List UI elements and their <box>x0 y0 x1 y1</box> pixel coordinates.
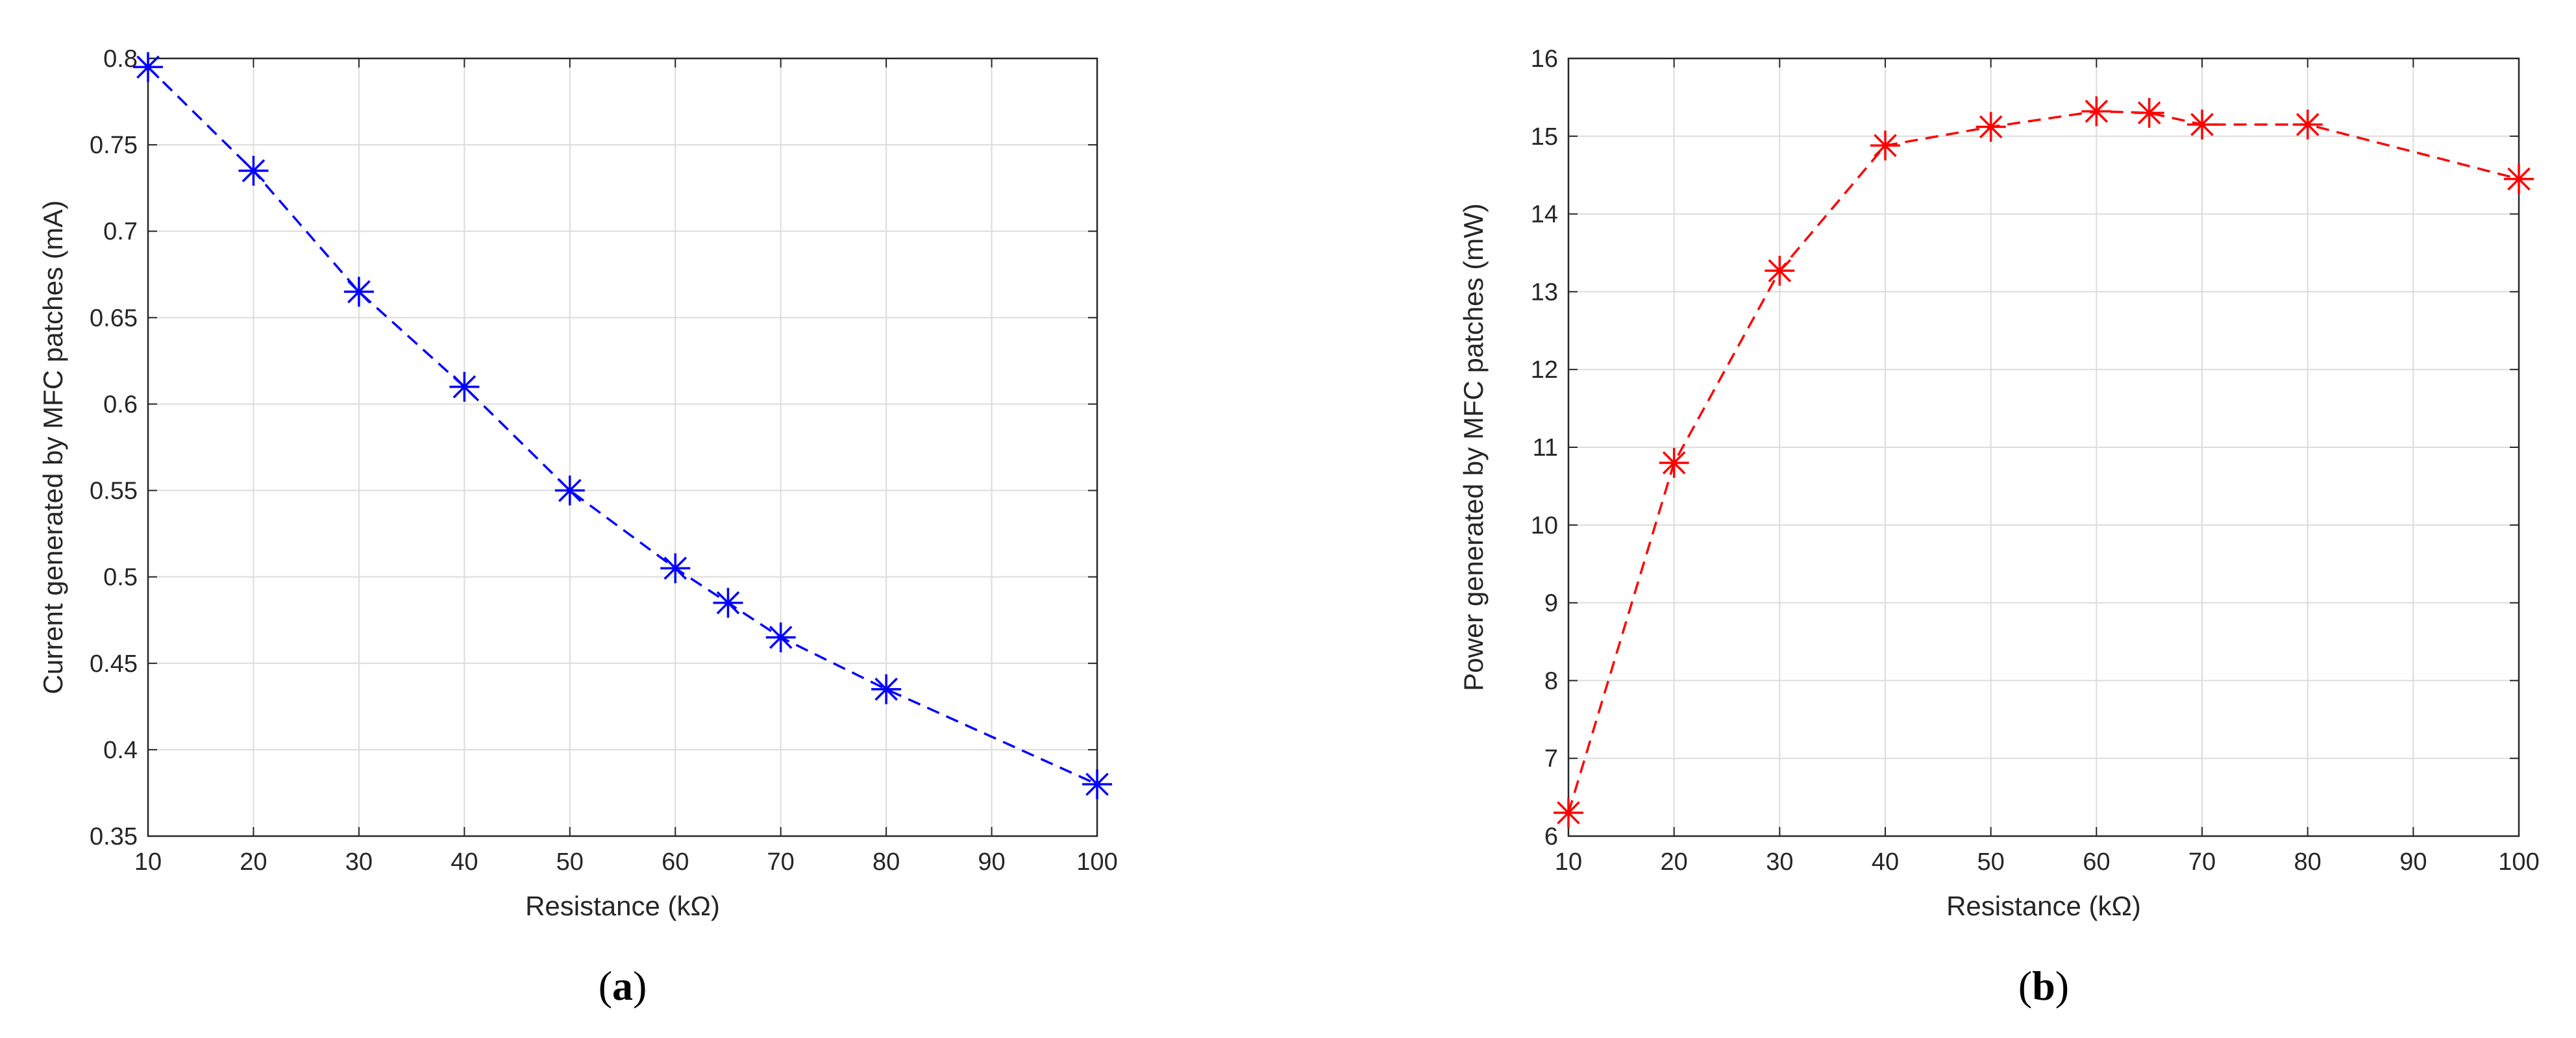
data-point-marker <box>238 156 269 186</box>
x-tick-label: 100 <box>1076 848 1117 876</box>
marker-stroke <box>1662 451 1686 475</box>
data-point-marker <box>2292 109 2323 140</box>
plot-area <box>148 58 1097 836</box>
marker-stroke <box>874 677 898 701</box>
chart-b: 10 20 30 40 50 60 70 80 90 100 6 7 8 9 10 11 12 13 14 15 16 R… <box>1458 45 2540 1009</box>
marker-stroke <box>2137 101 2161 125</box>
marker-stroke <box>716 591 740 615</box>
y-tick-label: 7 <box>1544 745 1558 772</box>
x-tick-label: 40 <box>1872 848 1899 876</box>
data-point-marker <box>449 371 480 402</box>
marker-stroke <box>1557 801 1580 824</box>
y-tick-label: 0.45 <box>90 650 138 678</box>
marker-stroke <box>452 375 477 399</box>
data-point-marker <box>1870 130 1900 161</box>
marker-stroke <box>1768 259 1792 282</box>
data-point-marker <box>2134 97 2164 128</box>
data-point-marker <box>2504 164 2534 194</box>
y-tick-label: 14 <box>1531 201 1558 229</box>
y-axis-label: Power generated by MFC patches (mW) <box>1458 203 1489 691</box>
data-point-marker <box>2081 96 2112 127</box>
chart-a: 10 20 30 40 50 60 70 80 90 100 0.35 0.4 0.45 0.5 0.55 0… <box>38 45 1118 1009</box>
data-point-marker <box>343 277 374 307</box>
data-point-marker <box>2187 109 2217 140</box>
x-tick-label: 50 <box>556 848 584 876</box>
y-tick-label: 11 <box>1533 434 1558 462</box>
marker-stroke <box>2085 99 2109 123</box>
y-tick-label: 8 <box>1544 667 1558 695</box>
y-tick-label: 0.7 <box>103 218 138 245</box>
x-tick-label: 30 <box>345 848 373 876</box>
subfigure-caption-letter: a <box>612 963 633 1009</box>
data-point-marker <box>133 52 163 82</box>
x-tick-label: 70 <box>2188 848 2216 876</box>
x-tick-label: 10 <box>1555 848 1582 876</box>
marker-stroke <box>136 55 160 79</box>
y-tick-label: 13 <box>1531 278 1558 306</box>
data-point-marker <box>1975 112 2006 142</box>
marker-stroke <box>2296 113 2320 136</box>
series-line <box>147 66 1098 785</box>
x-tick-label: 10 <box>134 848 162 876</box>
y-tick-label: 0.5 <box>103 564 138 591</box>
x-tick-label: 20 <box>240 848 267 876</box>
data-point-marker <box>1765 256 1795 286</box>
x-tick-label: 40 <box>451 848 478 876</box>
y-axis-label: Current generated by MFC patches (mA) <box>38 201 68 695</box>
x-tick-label: 100 <box>2498 848 2539 876</box>
y-tick-label: 12 <box>1531 356 1558 384</box>
marker-stroke <box>1874 134 1897 157</box>
y-tick-label: 6 <box>1544 823 1558 850</box>
data-point-marker <box>554 475 585 506</box>
marker-stroke <box>347 280 371 304</box>
y-tick-label: 0.8 <box>103 45 138 73</box>
axes-box <box>147 57 1098 837</box>
data-point-marker <box>1659 447 1689 478</box>
subfigure-caption-letter: b <box>2032 963 2055 1009</box>
x-tick-label: 20 <box>1661 848 1688 876</box>
x-tick-label: 30 <box>1766 848 1793 876</box>
marker-stroke <box>2190 113 2214 136</box>
y-tick-label: 0.75 <box>90 132 138 159</box>
marker-stroke <box>242 159 266 182</box>
data-point-marker <box>1554 798 1583 828</box>
y-tick-label: 0.4 <box>103 737 138 764</box>
axes-box <box>1567 57 2520 837</box>
y-tick-label: 16 <box>1531 45 1558 73</box>
y-tick-label: 0.55 <box>90 478 138 505</box>
marker-stroke <box>769 626 793 649</box>
y-tick-label: 0.6 <box>103 391 138 418</box>
x-axis-label: Resistance (kΩ) <box>525 891 720 921</box>
data-point-marker <box>1082 769 1112 800</box>
y-tick-label: 9 <box>1544 590 1558 617</box>
subfigure-caption: (a) <box>599 963 647 1009</box>
x-tick-label: 60 <box>2083 848 2110 876</box>
data-point-marker <box>713 587 743 618</box>
marker-stroke <box>663 556 687 580</box>
marker-stroke <box>558 478 582 502</box>
subfigure-caption: (b) <box>2018 963 2069 1009</box>
marker-stroke <box>2507 167 2531 191</box>
y-tick-label: 10 <box>1531 512 1558 539</box>
data-point-marker <box>765 622 796 652</box>
x-tick-label: 50 <box>1977 848 2005 876</box>
x-tick-label: 70 <box>767 848 795 876</box>
x-axis-label: Resistance (kΩ) <box>1946 891 2141 921</box>
x-tick-label: 90 <box>2399 848 2427 876</box>
marker-stroke <box>1979 115 2003 139</box>
data-point-marker <box>871 674 902 704</box>
marker-stroke <box>1085 772 1109 796</box>
y-tick-label: 0.65 <box>90 304 138 332</box>
x-tick-label: 80 <box>873 848 900 876</box>
x-tick-label: 80 <box>2294 848 2322 876</box>
y-tick-label: 0.35 <box>90 823 138 850</box>
series-line <box>1567 110 2520 813</box>
y-tick-label: 15 <box>1531 123 1558 151</box>
x-tick-label: 60 <box>662 848 689 876</box>
x-tick-label: 90 <box>978 848 1005 876</box>
data-point-marker <box>660 553 691 584</box>
